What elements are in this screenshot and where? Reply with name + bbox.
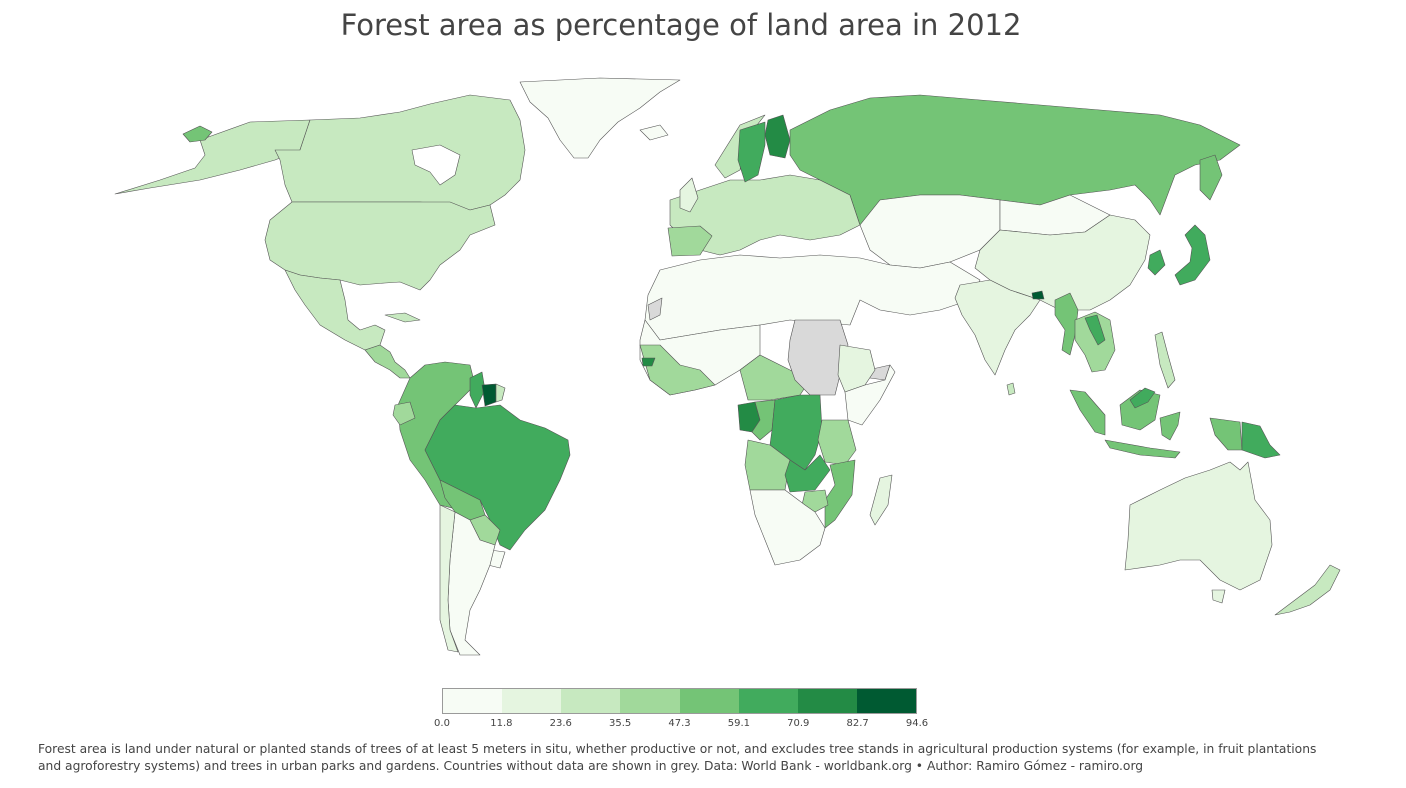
region-greenland: [519, 77, 681, 159]
region-britain: [679, 177, 699, 213]
region-sweden: [737, 121, 766, 183]
footnote-line-2: and agroforestry systems) and trees in u…: [38, 759, 1144, 773]
region-dr-congo: [769, 394, 823, 471]
region-japan: [1174, 224, 1211, 286]
region-new-guinea-west: [1209, 417, 1243, 451]
legend-tick: 70.9: [787, 718, 810, 729]
region-guinea-bissau: [641, 357, 656, 367]
legend-tick: 94.6: [905, 718, 929, 729]
region-sumatra: [1069, 389, 1106, 436]
color-legend: [442, 688, 917, 714]
legend-tick: 0.0: [434, 718, 450, 729]
region-chile: [439, 504, 459, 653]
region-myanmar: [1054, 292, 1079, 356]
region-sri-lanka: [1006, 382, 1016, 396]
legend-tick: 35.5: [608, 718, 632, 729]
region-madagascar: [869, 474, 893, 526]
region-tasmania: [1211, 589, 1226, 604]
region-bhutan: [1031, 290, 1045, 300]
region-western-sahara: [647, 297, 663, 321]
region-new-zealand: [1274, 564, 1341, 616]
footnote-line-1: Forest area is land under natural or pla…: [38, 742, 1317, 756]
region-kamchatka: [1199, 154, 1223, 201]
legend-tick: 23.6: [549, 718, 572, 729]
region-horn-africa: [844, 364, 896, 426]
legend-swatch-4: [679, 689, 739, 713]
region-java: [1104, 439, 1181, 459]
world-choropleth-map: [0, 60, 1406, 680]
region-finland: [764, 114, 791, 159]
region-mexico: [284, 269, 386, 351]
region-iceland: [639, 124, 669, 141]
legend-swatch-7: [856, 689, 916, 713]
region-tanzania: [817, 419, 857, 466]
legend-tick: 47.3: [668, 718, 691, 729]
region-sudan: [787, 319, 849, 396]
region-guyana: [469, 371, 486, 409]
legend-swatch-1: [502, 689, 562, 713]
legend-ticks: 0.0 11.8 23.6 35.5 47.3 59.1 70.9 82.7 9…: [434, 718, 928, 732]
legend-swatch-5: [738, 689, 798, 713]
region-suriname: [481, 383, 497, 407]
region-guinea-coast: [639, 344, 716, 396]
region-malaysia-borneo: [1129, 387, 1156, 409]
region-united-states: [264, 201, 496, 291]
region-philippines: [1154, 331, 1176, 389]
region-mozambique: [824, 459, 856, 529]
legend-swatch-0: [443, 689, 503, 713]
region-papua-new-guinea: [1241, 421, 1281, 459]
region-central-america: [364, 344, 411, 379]
region-cuba: [384, 312, 421, 323]
region-hudson-bay: [411, 144, 461, 186]
legend-tick: 82.7: [846, 718, 869, 729]
region-canada: [274, 94, 526, 211]
legend-swatch-3: [620, 689, 680, 713]
legend-tick: 59.1: [727, 718, 751, 729]
region-southern-africa: [749, 489, 826, 566]
region-sulawesi: [1159, 411, 1181, 441]
region-zambia: [784, 454, 831, 493]
chart-title: Forest area as percentage of land area i…: [340, 8, 1022, 42]
legend-tick: 11.8: [490, 718, 513, 729]
region-french-guiana: [495, 383, 506, 403]
region-spain: [667, 225, 713, 257]
region-india: [954, 279, 1041, 376]
region-island: [182, 125, 213, 143]
region-laos: [1084, 314, 1106, 346]
region-indochina: [1074, 311, 1116, 373]
region-ecuador: [392, 401, 416, 426]
legend-swatch-6: [797, 689, 857, 713]
footnote: Forest area is land under natural or pla…: [38, 741, 1378, 775]
region-russia: [789, 94, 1241, 226]
region-korea: [1147, 249, 1166, 276]
legend-swatch-2: [561, 689, 621, 713]
region-australia: [1124, 461, 1273, 591]
